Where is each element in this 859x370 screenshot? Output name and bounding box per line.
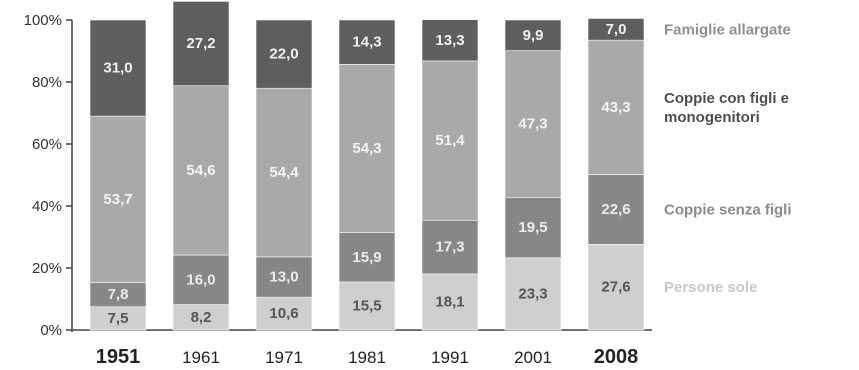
data-label: 7,5	[108, 310, 129, 327]
x-tick-label: 1951	[96, 346, 141, 368]
bar-segment	[255, 296, 313, 331]
data-label: 16,0	[186, 271, 215, 288]
legend-entry: Famiglie allargate	[664, 21, 791, 38]
data-label: 7,8	[108, 286, 129, 303]
data-label: 13,0	[269, 268, 298, 285]
data-label: 53,7	[103, 191, 132, 208]
bars: 7,5 7,8 53,7 31,0 8,2 16,0 54,6 27,2 10,6 13,0 54,…	[89, 1, 645, 331]
y-tick-label: 60%	[32, 136, 62, 153]
bar-segment	[421, 60, 479, 221]
y-tick-label: 0%	[40, 322, 62, 339]
bar-segment	[338, 281, 396, 331]
legend-entry-line: monogenitori	[664, 109, 760, 126]
data-label: 14,3	[352, 34, 381, 51]
bar-segment	[421, 219, 479, 275]
bar-segment	[89, 19, 147, 117]
bar-segment	[255, 87, 313, 258]
data-label: 13,3	[435, 32, 464, 49]
data-label: 19,5	[518, 219, 547, 236]
legend-entry-line: Famiglie allargate	[664, 21, 791, 38]
bar-segment	[89, 115, 147, 283]
bar-segment	[421, 273, 479, 331]
data-label: 54,4	[269, 164, 299, 181]
data-label: 18,1	[435, 293, 464, 310]
bar-segment	[172, 254, 230, 305]
data-label: 27,2	[186, 35, 215, 52]
x-tick-label: 1961	[182, 348, 220, 367]
bar-segment	[172, 304, 230, 331]
bar-segment	[587, 244, 645, 331]
bar-segment	[172, 1, 230, 87]
bar-segment	[504, 257, 562, 331]
legend-entry: Coppie senza figli	[664, 201, 792, 218]
bar-segment	[338, 232, 396, 283]
legend-entry-line: Persone sole	[664, 279, 757, 296]
y-tick-label: 80%	[32, 74, 62, 91]
x-tick-label: 2001	[514, 348, 552, 367]
data-label: 54,6	[186, 162, 215, 179]
legend-entry: Persone sole	[664, 279, 757, 296]
bar-segment	[338, 64, 396, 233]
y-tick-label: 20%	[32, 260, 62, 277]
bar-segment	[504, 50, 562, 198]
legend-entry: Coppie con figli e monogenitori	[664, 90, 789, 126]
data-label: 43,3	[601, 99, 630, 116]
data-label: 10,6	[269, 305, 298, 322]
bar-segment	[587, 18, 645, 41]
data-label: 51,4	[435, 132, 465, 149]
bar-segment	[172, 85, 230, 256]
y-tick-label: 40%	[32, 198, 62, 215]
bar-segment	[421, 19, 479, 62]
data-label: 17,3	[435, 239, 464, 256]
x-tick-label: 1981	[348, 348, 386, 367]
x-tick-label: 2008	[594, 346, 639, 368]
data-label: 8,2	[191, 309, 212, 326]
data-label: 54,3	[352, 140, 381, 157]
data-label: 15,9	[352, 249, 381, 266]
data-label: 9,9	[523, 27, 544, 44]
legend-entry-line: Coppie con figli e	[664, 90, 789, 107]
x-tick-label: 1991	[431, 348, 469, 367]
y-tick-label: 100%	[24, 12, 62, 29]
axes: 0% 20% 40% 60% 80% 100% 1951 1961 1971 1981 1991 20…	[24, 12, 652, 368]
x-tick-label: 1971	[265, 348, 303, 367]
bar-segment	[504, 19, 562, 51]
data-label: 7,0	[606, 21, 627, 38]
legend: Persone sole Coppie senza figli Coppie con…	[664, 21, 792, 296]
legend-entry-line: Coppie senza figli	[664, 201, 792, 218]
bar-segment	[587, 39, 645, 175]
data-label: 27,6	[601, 279, 630, 296]
bar-segment	[255, 19, 313, 89]
data-label: 15,5	[352, 297, 381, 314]
data-label: 47,3	[518, 116, 547, 133]
bar-segment	[338, 19, 396, 65]
data-label: 23,3	[518, 285, 547, 302]
data-label: 22,0	[269, 46, 298, 63]
bar-segment	[587, 174, 645, 245]
data-label: 22,6	[601, 201, 630, 218]
data-label: 31,0	[103, 60, 132, 77]
